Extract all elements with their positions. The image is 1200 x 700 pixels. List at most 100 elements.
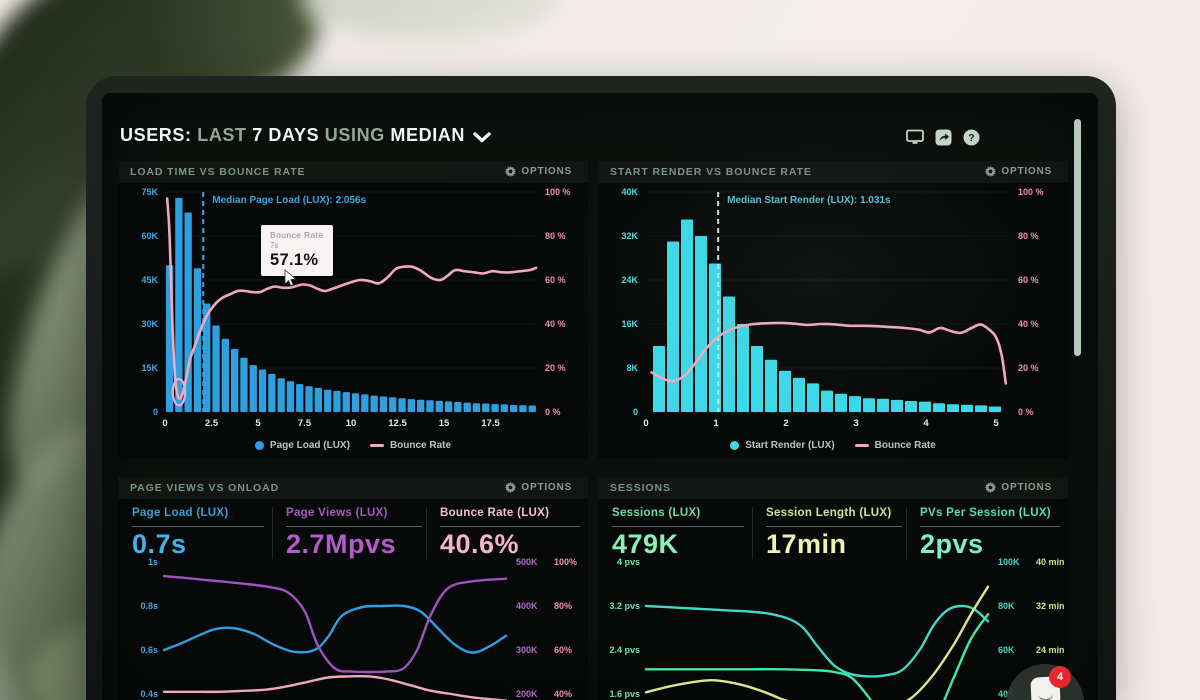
panel-title: PAGE VIEWS VS ONLOAD	[130, 482, 280, 494]
chevron-down-icon[interactable]	[473, 132, 491, 143]
legend-label: Start Render (LUX)	[745, 440, 835, 451]
y-axis-right-label: 60 %	[1018, 275, 1039, 285]
y-axis-left-label: 1s	[147, 557, 158, 567]
x-axis-tick-label: 2	[783, 418, 789, 429]
y-axis-right-label-2: 24 min	[1036, 645, 1065, 655]
legend-label: Bounce Rate	[389, 440, 452, 451]
panel-header	[598, 161, 1068, 183]
y-axis-right-label: 80 %	[545, 231, 566, 241]
metric-underline	[766, 526, 902, 527]
options-button[interactable]: OPTIONS	[499, 481, 578, 494]
gear-icon	[985, 166, 997, 177]
chart-legend: Start Render (LUX) Bounce Rate	[598, 440, 1068, 451]
y-axis-right-label: 20 %	[1018, 363, 1039, 373]
scrollbar-thumb[interactable]	[1074, 119, 1081, 356]
chart-legend: Page Load (LUX) Bounce Rate	[118, 440, 588, 451]
legend-dash-marker	[854, 444, 869, 447]
y-axis-left-label: 32K	[621, 231, 638, 241]
metric-divider	[426, 507, 427, 559]
options-button[interactable]: OPTIONS	[979, 165, 1058, 178]
panel-title: START RENDER VS BOUNCE RATE	[610, 166, 812, 178]
options-label: OPTIONS	[1001, 166, 1052, 177]
legend-dash-marker	[369, 444, 384, 447]
title-segment: LAST	[197, 125, 253, 145]
title-segment: USING	[324, 125, 391, 145]
y-axis-right-label: 40 %	[1018, 319, 1039, 329]
x-axis-tick-label: 12.5	[388, 418, 407, 429]
gear-icon	[505, 166, 517, 177]
metric-value: 40.6%	[440, 529, 520, 559]
tooltip-value: 57.1%	[270, 251, 319, 269]
y-axis-right-label: 100 %	[545, 187, 571, 197]
dashboard-title[interactable]: USERS: LAST 7 DAYS USING MEDIAN	[120, 125, 465, 146]
y-axis-left-label: 24K	[621, 275, 638, 285]
metric-label: Page Load (LUX)	[132, 507, 229, 519]
metric-underline	[920, 526, 1060, 527]
x-axis-tick-label: 3	[853, 418, 859, 429]
mouse-cursor	[284, 269, 297, 287]
y-axis-right-label: 500K	[516, 557, 538, 567]
y-axis-right-label-2: 60%	[554, 645, 573, 655]
y-axis-left-label: 1.6 pvs	[609, 689, 640, 699]
help-icon[interactable]: ?	[962, 128, 980, 146]
x-axis-tick-label: 5	[255, 418, 261, 429]
y-axis-right-label-2: 80%	[554, 601, 573, 611]
x-axis-tick-label: 17.5	[481, 418, 500, 429]
options-button[interactable]: OPTIONS	[979, 481, 1058, 494]
panel-load-time-vs-bounce-rate: LOAD TIME VS BOUNCE RATE OPTIONS 75K 60K 45K…	[118, 161, 588, 459]
panel-title: SESSIONS	[610, 482, 671, 494]
x-axis-tick-label: 2.5	[204, 418, 219, 429]
y-axis-right-label: 0 %	[1018, 407, 1034, 417]
y-axis-left-label: 0.6s	[140, 645, 158, 655]
gear-icon	[985, 482, 997, 493]
metric-value: 479K	[612, 529, 679, 559]
panel-header	[598, 477, 1068, 499]
y-axis-left-label: 60K	[141, 231, 158, 241]
options-button[interactable]: OPTIONS	[499, 165, 578, 178]
panel-header	[118, 161, 588, 183]
metric-underline	[132, 526, 264, 527]
y-axis-left-label: 16K	[621, 319, 638, 329]
panel-page-views-vs-onload: PAGE VIEWS VS ONLOAD OPTIONS Page Load (LU…	[118, 477, 588, 700]
median-label: Median Page Load (LUX): 2.056s	[212, 195, 367, 206]
share-icon[interactable]	[934, 128, 952, 146]
y-axis-right-label: 0 %	[545, 407, 561, 417]
metric-label: Session Length (LUX)	[766, 507, 892, 519]
y-axis-left-label: 0	[152, 407, 158, 417]
y-axis-right-label-2: 40 min	[1036, 557, 1065, 567]
y-axis-right-label: 100K	[998, 557, 1020, 567]
legend-item[interactable]: Start Render (LUX)	[730, 440, 835, 451]
y-axis-right-label: 400K	[516, 601, 538, 611]
metric-underline	[612, 526, 744, 527]
title-segment: 7 DAYS	[252, 125, 325, 145]
x-axis-tick-label: 15	[438, 418, 450, 429]
chat-badge: 4	[1049, 666, 1071, 688]
metric-label: Bounce Rate (LUX)	[440, 507, 550, 519]
panel-title: LOAD TIME VS BOUNCE RATE	[130, 166, 306, 178]
options-label: OPTIONS	[521, 166, 572, 177]
panel-header	[118, 477, 588, 499]
y-axis-right-label-2: 40%	[554, 689, 573, 699]
x-axis-tick-label: 1	[713, 418, 719, 429]
legend-label: Bounce Rate	[874, 440, 936, 451]
legend-item[interactable]: Bounce Rate	[369, 440, 452, 451]
x-axis-tick-label: 7.5	[297, 418, 312, 429]
display-icon[interactable]	[906, 128, 924, 146]
x-axis-tick-label: 10	[345, 418, 357, 429]
x-axis-tick-label: 4	[923, 418, 929, 429]
y-axis-right-label: 60K	[998, 645, 1015, 655]
panel-start-render-vs-bounce-rate: START RENDER VS BOUNCE RATE OPTIONS 40K 32K…	[598, 161, 1068, 459]
y-axis-right-label: 200K	[516, 689, 538, 699]
x-axis-tick-label: 0	[643, 418, 649, 429]
metric-label: Page Views (LUX)	[286, 507, 388, 519]
y-axis-right-label-2: 100%	[554, 557, 578, 567]
legend-label: Page Load (LUX)	[269, 440, 350, 451]
legend-item[interactable]: Page Load (LUX)	[254, 440, 350, 451]
median-label: Median Start Render (LUX): 1.031s	[727, 195, 891, 206]
tooltip-subvalue: 7s	[270, 241, 279, 250]
metric-underline	[440, 526, 580, 527]
x-axis-tick-label: 5	[993, 418, 999, 429]
legend-item[interactable]: Bounce Rate	[854, 440, 936, 451]
y-axis-left-label: 4 pvs	[616, 557, 640, 567]
